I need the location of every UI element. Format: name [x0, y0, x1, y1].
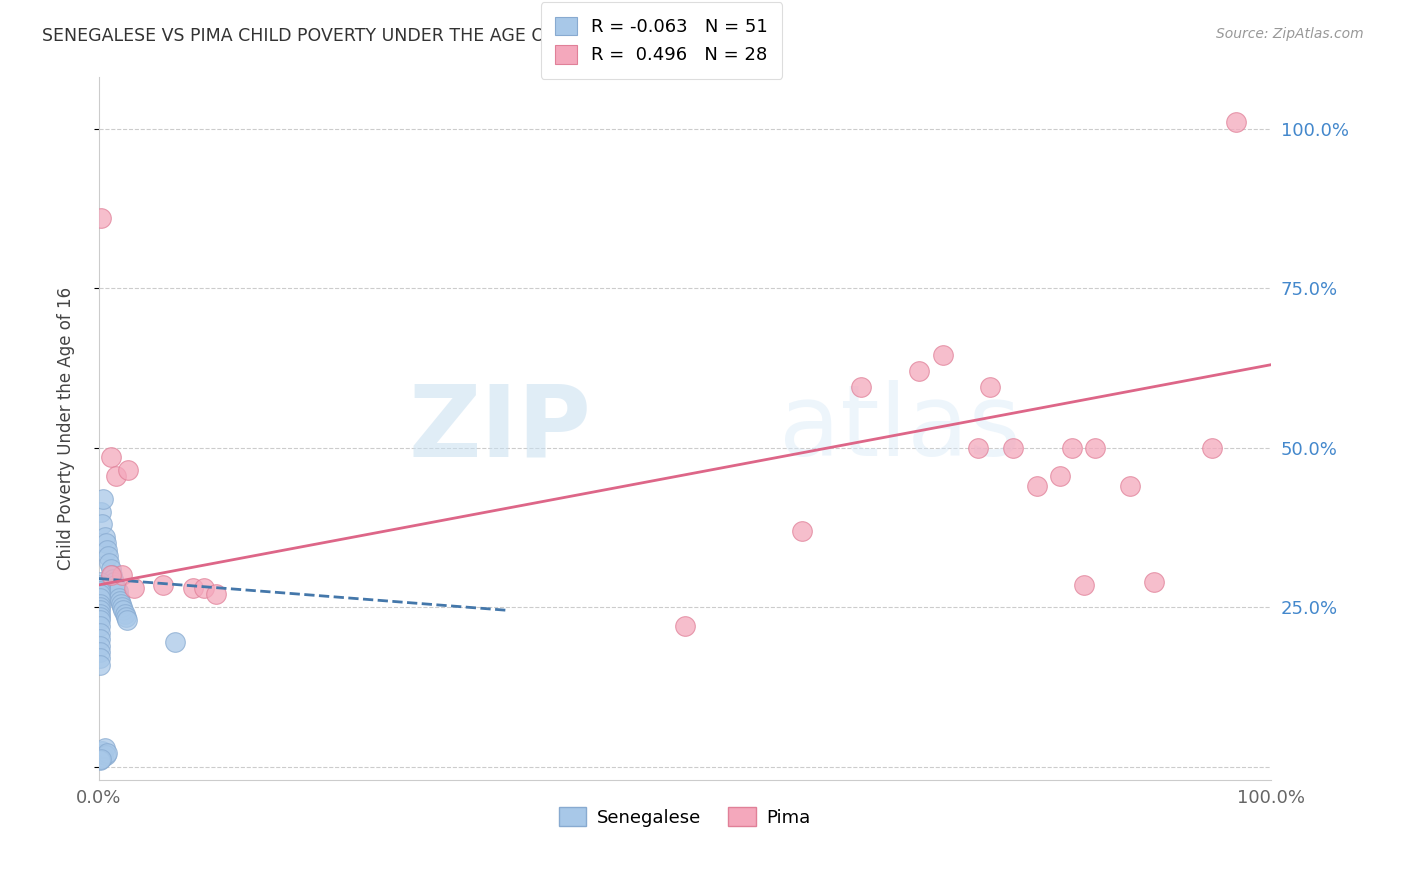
Point: [107, 591, 129, 605]
Point: [1143, 574, 1166, 589]
Point: [1002, 441, 1025, 455]
Point: [89, 610, 111, 624]
Point: [89, 657, 111, 672]
Point: [89, 603, 111, 617]
Point: [1060, 441, 1083, 455]
Point: [93, 491, 115, 506]
Point: [115, 613, 138, 627]
Point: [89, 587, 111, 601]
Point: [89, 581, 111, 595]
Point: [1119, 479, 1142, 493]
Point: [117, 463, 139, 477]
Point: [1049, 469, 1071, 483]
Point: [91, 517, 114, 532]
Point: [91, 744, 114, 758]
Point: [100, 568, 122, 582]
Point: [111, 600, 134, 615]
Point: [1201, 441, 1223, 455]
Point: [1084, 441, 1107, 455]
Point: [89, 619, 111, 633]
Point: [89, 584, 111, 599]
Point: [89, 597, 111, 611]
Point: [193, 581, 215, 595]
Point: [114, 610, 136, 624]
Text: Source: ZipAtlas.com: Source: ZipAtlas.com: [1216, 27, 1364, 41]
Legend: Senegalese, Pima: Senegalese, Pima: [553, 800, 818, 834]
Point: [89, 578, 111, 592]
Point: [112, 603, 135, 617]
Point: [101, 572, 124, 586]
Point: [97, 549, 120, 564]
Point: [89, 600, 111, 615]
Point: [104, 578, 127, 592]
Point: [89, 651, 111, 665]
Point: [107, 584, 129, 599]
Point: [89, 645, 111, 659]
Point: [1073, 578, 1095, 592]
Point: [967, 441, 990, 455]
Point: [89, 613, 111, 627]
Point: [96, 542, 118, 557]
Point: [90, 211, 112, 225]
Point: [100, 562, 122, 576]
Point: [93, 740, 115, 755]
Point: [908, 364, 931, 378]
Point: [94, 748, 117, 763]
Point: [1225, 115, 1247, 129]
Point: [100, 568, 122, 582]
Point: [89, 607, 111, 621]
Point: [93, 750, 115, 764]
Point: [108, 594, 131, 608]
Point: [1025, 479, 1047, 493]
Point: [94, 536, 117, 550]
Text: ZIP: ZIP: [408, 380, 591, 477]
Point: [90, 504, 112, 518]
Point: [105, 581, 128, 595]
Point: [979, 380, 1001, 394]
Point: [89, 639, 111, 653]
Point: [163, 635, 186, 649]
Point: [111, 568, 134, 582]
Point: [792, 524, 814, 538]
Point: [673, 619, 696, 633]
Point: [932, 348, 955, 362]
Point: [93, 530, 115, 544]
Point: [122, 581, 145, 595]
Point: [89, 754, 111, 768]
Point: [103, 574, 125, 589]
Point: [89, 591, 111, 605]
Point: [114, 607, 136, 621]
Point: [89, 625, 111, 640]
Point: [205, 587, 228, 601]
Text: SENEGALESE VS PIMA CHILD POVERTY UNDER THE AGE OF 16 CORRELATION CHART: SENEGALESE VS PIMA CHILD POVERTY UNDER T…: [42, 27, 778, 45]
Point: [105, 469, 128, 483]
Point: [90, 752, 112, 766]
Y-axis label: Child Poverty Under the Age of 16: Child Poverty Under the Age of 16: [58, 287, 75, 570]
Text: atlas: atlas: [779, 380, 1021, 477]
Point: [98, 556, 121, 570]
Point: [96, 746, 118, 760]
Point: [89, 574, 111, 589]
Point: [849, 380, 872, 394]
Point: [110, 597, 132, 611]
Point: [181, 581, 204, 595]
Point: [90, 747, 112, 761]
Point: [100, 450, 122, 465]
Point: [89, 632, 111, 647]
Point: [152, 578, 174, 592]
